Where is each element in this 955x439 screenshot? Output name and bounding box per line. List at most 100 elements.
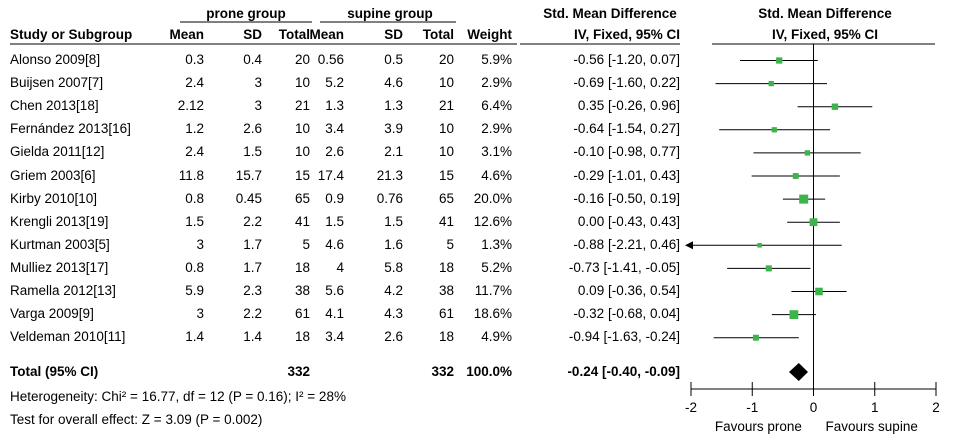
study-name: Mulliez 2013[17] bbox=[10, 259, 109, 275]
study-weight: 11.7% bbox=[474, 283, 512, 298]
prone-total: 38 bbox=[294, 283, 310, 298]
study-weight: 1.3% bbox=[481, 236, 512, 252]
favours-left-label: Favours prone bbox=[714, 419, 802, 434]
prone-total: 10 bbox=[294, 75, 310, 91]
prone-mean: 3 bbox=[196, 236, 204, 252]
study-weight: 5.9% bbox=[481, 52, 512, 67]
supine-total: 15 bbox=[438, 167, 454, 183]
prone-mean: 11.8 bbox=[178, 167, 204, 183]
supine-sd: 2.6 bbox=[384, 329, 403, 345]
total-n2: 332 bbox=[431, 364, 454, 379]
study-weight: 4.6% bbox=[481, 167, 512, 183]
prone-total: 5 bbox=[302, 236, 310, 252]
study-ci: -0.88 [-2.21, 0.46] bbox=[573, 236, 680, 252]
prone-mean: 2.4 bbox=[185, 144, 204, 160]
point-estimate bbox=[752, 334, 759, 341]
prone-sd: 1.5 bbox=[243, 144, 262, 160]
prone-total: 10 bbox=[294, 121, 310, 137]
supine-sd: 3.9 bbox=[384, 121, 403, 137]
prone-total: 41 bbox=[294, 213, 310, 229]
prone-sd: 2.6 bbox=[243, 121, 262, 137]
study-ci: -0.69 [-1.60, 0.22] bbox=[573, 75, 680, 91]
study-weight: 18.6% bbox=[473, 306, 512, 322]
prone-total: 65 bbox=[294, 190, 310, 206]
study-name: Ramella 2012[13] bbox=[10, 283, 116, 298]
total-n1: 332 bbox=[287, 364, 310, 379]
study-name: Gielda 2011[12] bbox=[10, 144, 105, 160]
supine-total: 10 bbox=[438, 144, 454, 160]
supine-sd: 1.5 bbox=[384, 213, 403, 229]
supine-sd: 5.8 bbox=[384, 259, 403, 275]
supine-mean: 4.6 bbox=[325, 236, 344, 252]
supine-mean: 2.6 bbox=[325, 144, 344, 160]
supine-sd: 4.6 bbox=[384, 75, 403, 91]
header-sd1: SD bbox=[243, 27, 262, 42]
supine-sd: 1.6 bbox=[384, 236, 403, 252]
total-ci: -0.24 [-0.40, -0.09] bbox=[567, 364, 680, 379]
prone-mean: 0.3 bbox=[185, 52, 204, 67]
prone-mean: 1.4 bbox=[185, 329, 204, 345]
study-weight: 12.6% bbox=[473, 213, 512, 229]
header-mean2: Mean bbox=[309, 27, 344, 42]
header-group1: prone group bbox=[206, 6, 286, 21]
supine-mean: 5.6 bbox=[325, 283, 344, 298]
study-ci: -0.32 [-0.68, 0.04] bbox=[573, 306, 680, 322]
prone-sd: 3 bbox=[254, 75, 262, 91]
study-ci: -0.29 [-1.01, 0.43] bbox=[573, 167, 680, 183]
supine-mean: 1.5 bbox=[325, 213, 344, 229]
prone-mean: 5.9 bbox=[185, 283, 204, 298]
supine-sd: 4.3 bbox=[384, 306, 403, 322]
point-estimate bbox=[776, 57, 783, 64]
prone-mean: 1.2 bbox=[185, 121, 204, 137]
favours-right-label: Favours supine bbox=[825, 419, 918, 434]
study-name: Fernández 2013[16] bbox=[10, 121, 131, 137]
point-estimate bbox=[831, 103, 839, 110]
supine-mean: 1.3 bbox=[325, 98, 344, 114]
supine-total: 18 bbox=[438, 329, 454, 345]
study-weight: 2.9% bbox=[481, 75, 512, 91]
study-name: Veldeman 2010[11] bbox=[10, 329, 126, 345]
point-estimate bbox=[771, 127, 777, 133]
header-weight: Weight bbox=[467, 27, 512, 42]
supine-total: 61 bbox=[438, 306, 454, 322]
header-effect-left: Std. Mean Difference bbox=[543, 6, 677, 21]
x-tick-label: 2 bbox=[932, 400, 940, 415]
study-ci: -0.94 [-1.63, -0.24] bbox=[568, 329, 680, 345]
x-tick-label: 1 bbox=[870, 400, 879, 415]
header-effect-right: Std. Mean Difference bbox=[758, 6, 892, 21]
point-estimate bbox=[768, 80, 774, 87]
study-ci: -0.10 [-0.98, 0.77] bbox=[573, 144, 680, 160]
point-estimate bbox=[757, 243, 762, 248]
study-weight: 4.9% bbox=[481, 329, 512, 345]
header-sd2: SD bbox=[384, 27, 403, 42]
header-method-right: IV, Fixed, 95% CI bbox=[771, 27, 879, 42]
header-method-left: IV, Fixed, 95% CI bbox=[573, 27, 680, 42]
study-name: Kirby 2010[10] bbox=[10, 190, 98, 206]
supine-mean: 17.4 bbox=[317, 167, 344, 183]
prone-sd: 2.3 bbox=[243, 283, 262, 298]
prone-sd: 1.4 bbox=[243, 329, 262, 345]
prone-total: 61 bbox=[294, 306, 310, 322]
study-weight: 3.1% bbox=[481, 144, 512, 160]
supine-sd: 1.3 bbox=[384, 98, 403, 114]
prone-sd: 15.7 bbox=[235, 167, 262, 183]
study-ci: 0.00 [-0.43, 0.43] bbox=[577, 213, 680, 229]
heterogeneity-text: Heterogeneity: Chi² = 16.77, df = 12 (P … bbox=[10, 389, 346, 404]
point-estimate bbox=[789, 310, 799, 319]
prone-sd: 0.45 bbox=[235, 190, 262, 206]
study-name: Kurtman 2003[5] bbox=[10, 236, 110, 252]
supine-sd: 2.1 bbox=[384, 144, 403, 160]
study-ci: -0.64 [-1.54, 0.27] bbox=[573, 121, 680, 137]
study-weight: 2.9% bbox=[481, 121, 512, 137]
point-estimate bbox=[765, 265, 772, 272]
supine-total: 10 bbox=[438, 75, 454, 91]
overall-effect-text: Test for overall effect: Z = 3.09 (P = 0… bbox=[10, 412, 263, 427]
supine-mean: 5.2 bbox=[325, 75, 344, 91]
prone-sd: 1.7 bbox=[243, 259, 262, 275]
supine-total: 65 bbox=[438, 190, 454, 206]
supine-total: 38 bbox=[438, 283, 454, 298]
supine-sd: 0.76 bbox=[376, 190, 403, 206]
supine-mean: 0.56 bbox=[317, 52, 344, 67]
supine-mean: 4.1 bbox=[325, 306, 344, 322]
